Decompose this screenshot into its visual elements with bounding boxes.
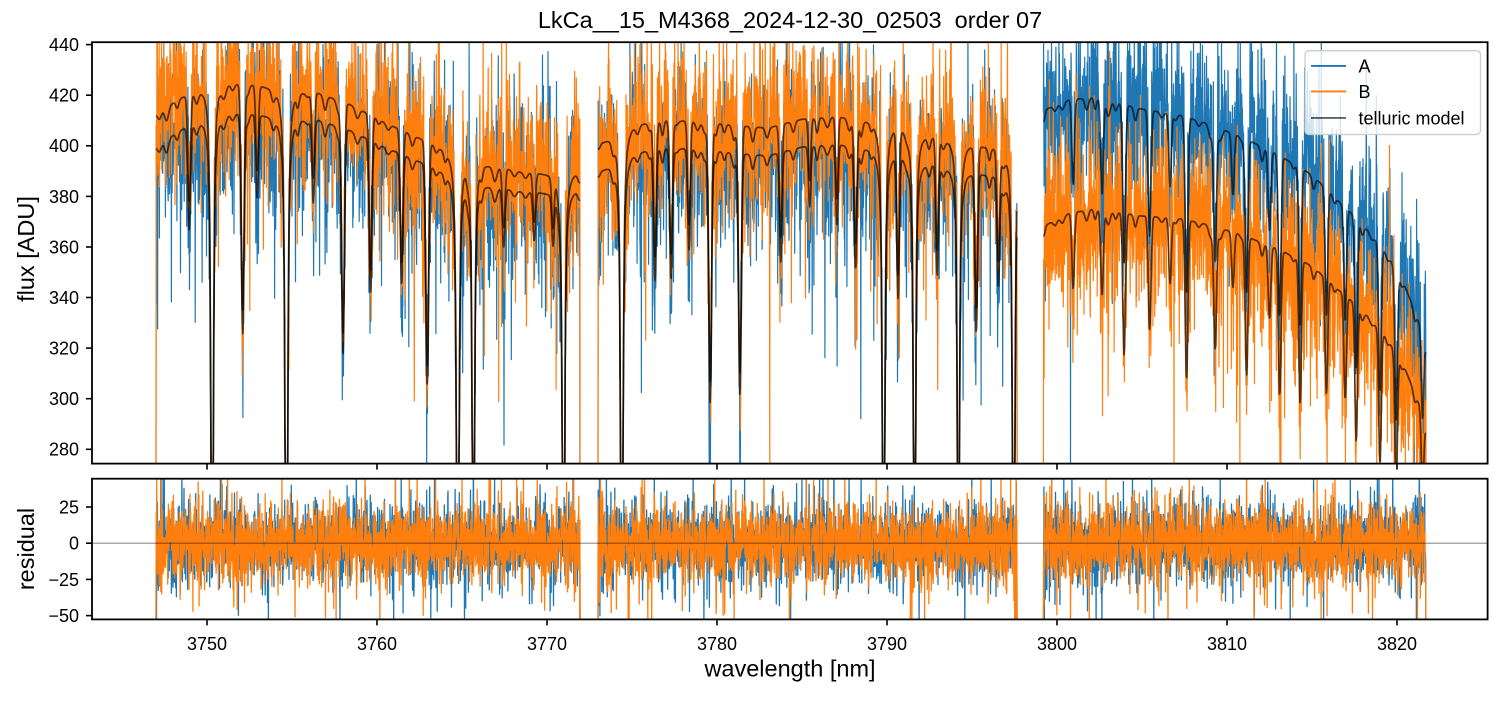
- svg-text:400: 400: [49, 136, 79, 156]
- svg-text:3750: 3750: [187, 634, 227, 654]
- svg-text:LkCa__15_M4368_2024-12-30_0250: LkCa__15_M4368_2024-12-30_02503 order 07: [538, 7, 1042, 33]
- svg-text:360: 360: [49, 237, 79, 257]
- svg-text:320: 320: [49, 339, 79, 359]
- svg-text:3790: 3790: [867, 634, 907, 654]
- svg-text:3820: 3820: [1377, 634, 1417, 654]
- svg-text:residual: residual: [13, 508, 39, 590]
- svg-text:300: 300: [49, 389, 79, 409]
- svg-text:wavelength [nm]: wavelength [nm]: [703, 656, 875, 682]
- svg-text:25: 25: [59, 497, 79, 517]
- svg-text:flux [ADU]: flux [ADU]: [13, 196, 39, 302]
- svg-text:340: 340: [49, 288, 79, 308]
- svg-text:−25: −25: [48, 570, 79, 590]
- svg-text:A: A: [1359, 56, 1371, 76]
- svg-text:telluric model: telluric model: [1359, 108, 1465, 128]
- svg-text:420: 420: [49, 86, 79, 106]
- svg-text:0: 0: [69, 534, 79, 554]
- svg-text:3760: 3760: [357, 634, 397, 654]
- svg-text:3800: 3800: [1037, 634, 1077, 654]
- svg-text:440: 440: [49, 35, 79, 55]
- svg-text:−50: −50: [48, 606, 79, 626]
- svg-text:3810: 3810: [1207, 634, 1247, 654]
- svg-text:3770: 3770: [527, 634, 567, 654]
- svg-text:280: 280: [49, 440, 79, 460]
- svg-text:B: B: [1359, 82, 1371, 102]
- svg-text:3780: 3780: [697, 634, 737, 654]
- svg-text:380: 380: [49, 187, 79, 207]
